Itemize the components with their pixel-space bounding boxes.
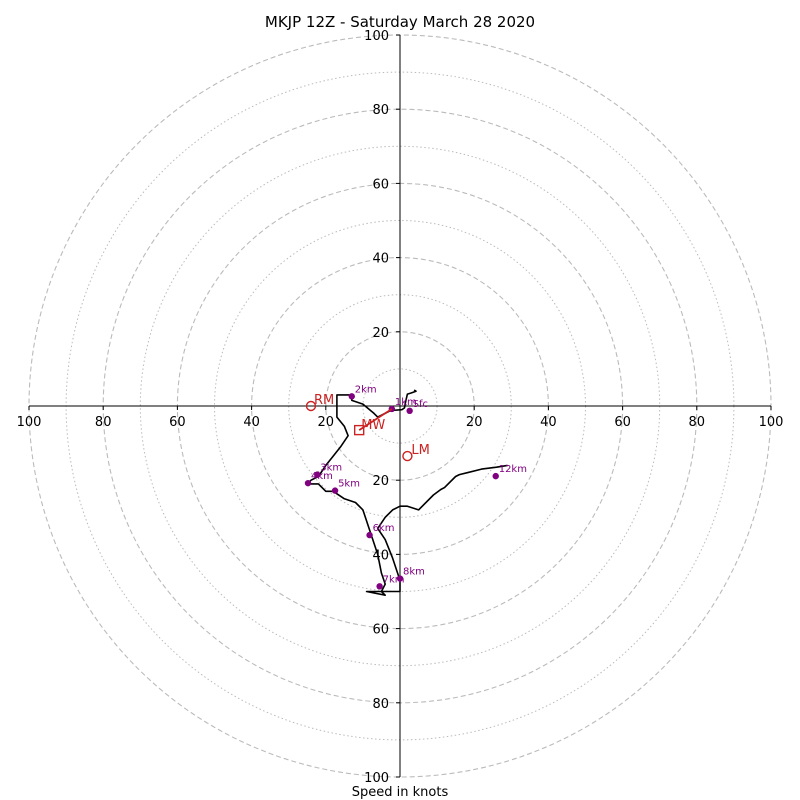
y-tick-label: 100 (364, 771, 389, 786)
height-point-label: 12km (499, 464, 527, 475)
x-tick-label: 20 (466, 415, 483, 430)
tick-labels: 100 80 60 40 20 20 40 60 80 100 100 80 60 40 20 20 40 60 8… (17, 29, 784, 786)
height-point-marker (396, 575, 404, 582)
shear-arrow (358, 408, 393, 431)
height-point-marker (366, 531, 373, 539)
x-tick-label: 80 (689, 415, 706, 430)
x-tick-label: 100 (17, 415, 42, 430)
x-tick-label: 80 (95, 415, 112, 430)
height-point-marker (314, 471, 321, 478)
lm-label: LM (411, 443, 429, 458)
mw-label: MW (361, 418, 385, 433)
y-tick-label: 40 (372, 548, 389, 563)
x-tick-label: 60 (169, 415, 186, 430)
y-tick-label: 100 (364, 29, 389, 44)
x-axis-label: Speed in knots (352, 785, 449, 800)
mw-marker (353, 424, 365, 436)
height-point-marker (348, 393, 355, 400)
height-point-label: 7km (383, 574, 405, 585)
height-point-marker (492, 472, 499, 480)
x-tick-label: 40 (243, 415, 260, 430)
x-tick-label: 100 (759, 415, 784, 430)
hodograph-trace (306, 389, 508, 597)
lm-marker (402, 450, 413, 462)
height-point-label: 6km (373, 523, 395, 534)
x-tick-label: 20 (318, 415, 335, 430)
hodograph-line (306, 389, 508, 597)
chart-title: MKJP 12Z - Saturday March 28 2020 (265, 13, 535, 31)
height-point-marker (406, 407, 413, 415)
height-point-label: Sfc (413, 399, 428, 410)
y-tick-label: 60 (372, 623, 389, 638)
rm-marker (305, 400, 317, 412)
rm-label: RM (314, 393, 334, 408)
y-tick-label: 40 (372, 252, 389, 267)
height-point-label: 4km (311, 471, 333, 482)
height-point-marker (376, 583, 383, 590)
y-tick-label: 80 (372, 697, 389, 712)
storm-motion-markers: RM LM MW (305, 393, 430, 462)
height-point-label: 1km (395, 397, 417, 408)
axes (29, 35, 771, 777)
height-point-label: 8km (403, 567, 425, 578)
x-tick-label: 60 (614, 415, 631, 430)
height-point-label: 3km (320, 463, 342, 474)
height-point-label: 2km (355, 384, 377, 395)
y-tick-label: 80 (372, 103, 389, 118)
height-point-marker (331, 487, 339, 494)
height-point-marker (304, 479, 312, 487)
y-tick-label: 20 (372, 474, 389, 489)
height-point-label: 5km (338, 479, 360, 490)
y-tick-label: 60 (372, 177, 389, 192)
y-tick-label: 20 (372, 326, 389, 341)
x-tick-label: 40 (540, 415, 557, 430)
